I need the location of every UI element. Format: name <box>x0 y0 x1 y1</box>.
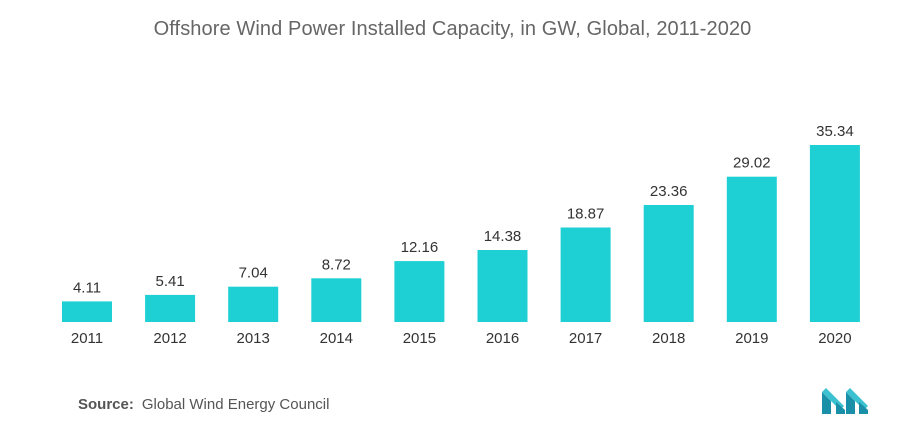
value-label-2011: 4.11 <box>73 279 101 296</box>
bar-2016 <box>477 250 528 322</box>
x-tick-label-2019: 2019 <box>735 330 768 347</box>
bar-2014 <box>311 278 362 322</box>
value-label-2012: 5.41 <box>155 273 184 290</box>
x-tick-label-2015: 2015 <box>403 330 436 347</box>
x-tick-labels-group: 2011 2012 2013 2014 2015 2016 2017 2018 2019 2020 <box>71 330 852 347</box>
chart-title: Offshore Wind Power Installed Capacity, … <box>153 18 752 40</box>
value-label-2019: 29.02 <box>733 155 771 172</box>
bars-group <box>62 145 860 322</box>
source-note: Source: Global Wind Energy Council <box>78 396 329 413</box>
bar-2017 <box>560 227 611 322</box>
x-tick-label-2014: 2014 <box>320 330 353 347</box>
bar-chart: 4.11 5.41 7.04 8.72 12.16 14.38 18.87 23.36 29.0… <box>62 123 860 347</box>
value-label-2014: 8.72 <box>322 256 351 273</box>
x-tick-label-2016: 2016 <box>486 330 519 347</box>
bar-2019 <box>726 176 777 322</box>
x-tick-label-2011: 2011 <box>71 330 103 347</box>
source-text: Global Wind Energy Council <box>141 396 330 413</box>
value-label-2013: 7.04 <box>239 265 268 282</box>
value-label-2015: 12.16 <box>401 239 439 256</box>
source-label: Source: <box>78 396 134 413</box>
bar-2020 <box>809 145 860 322</box>
value-label-2020: 35.34 <box>816 123 854 140</box>
bar-2015 <box>394 261 445 322</box>
x-tick-label-2018: 2018 <box>652 330 685 347</box>
value-label-2017: 18.87 <box>567 206 605 223</box>
bar-2013 <box>228 286 279 322</box>
value-label-2016: 14.38 <box>484 228 522 245</box>
value-labels-group: 4.11 5.41 7.04 8.72 12.16 14.38 18.87 23.36 29.0… <box>73 123 854 296</box>
x-tick-label-2020: 2020 <box>818 330 851 347</box>
bar-2011 <box>62 301 112 322</box>
bar-2012 <box>145 294 196 322</box>
x-tick-label-2012: 2012 <box>153 330 186 347</box>
value-label-2018: 23.36 <box>650 183 688 200</box>
bar-2018 <box>643 205 694 322</box>
x-tick-label-2017: 2017 <box>569 330 602 347</box>
mordor-intelligence-logo-icon <box>822 388 868 414</box>
x-tick-label-2013: 2013 <box>237 330 270 347</box>
